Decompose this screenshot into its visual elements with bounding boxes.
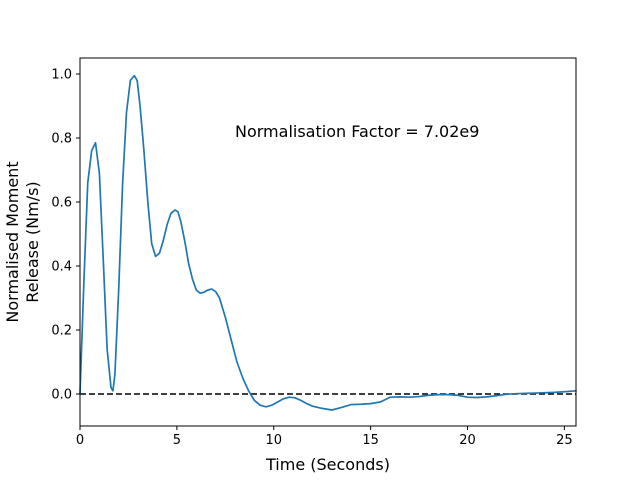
y-tick-label: 0.0 bbox=[51, 388, 72, 403]
plot-frame bbox=[79, 57, 577, 427]
y-tick-label: 0.6 bbox=[51, 196, 72, 211]
x-tick-label: 5 bbox=[173, 433, 181, 448]
y-axis-label-line-1: Normalised Moment bbox=[3, 161, 22, 322]
y-tick-label: 0.2 bbox=[51, 324, 72, 339]
y-tick-label: 0.8 bbox=[51, 132, 72, 147]
x-tick-label: 10 bbox=[265, 433, 282, 448]
y-axis-label-line-2: Release (Nm/s) bbox=[23, 181, 42, 302]
x-tick-label: 15 bbox=[362, 433, 379, 448]
normalisation-annotation: Normalisation Factor = 7.02e9 bbox=[235, 122, 479, 141]
x-tick-label: 20 bbox=[459, 433, 476, 448]
x-tick-label: 25 bbox=[556, 433, 573, 448]
y-tick-label: 0.4 bbox=[51, 260, 72, 275]
x-axis-label: Time (Seconds) bbox=[265, 455, 390, 474]
series-line-0 bbox=[79, 74, 577, 411]
plot-area bbox=[80, 58, 576, 426]
x-tick-label: 0 bbox=[76, 433, 84, 448]
y-tick-label: 1.0 bbox=[51, 68, 72, 83]
